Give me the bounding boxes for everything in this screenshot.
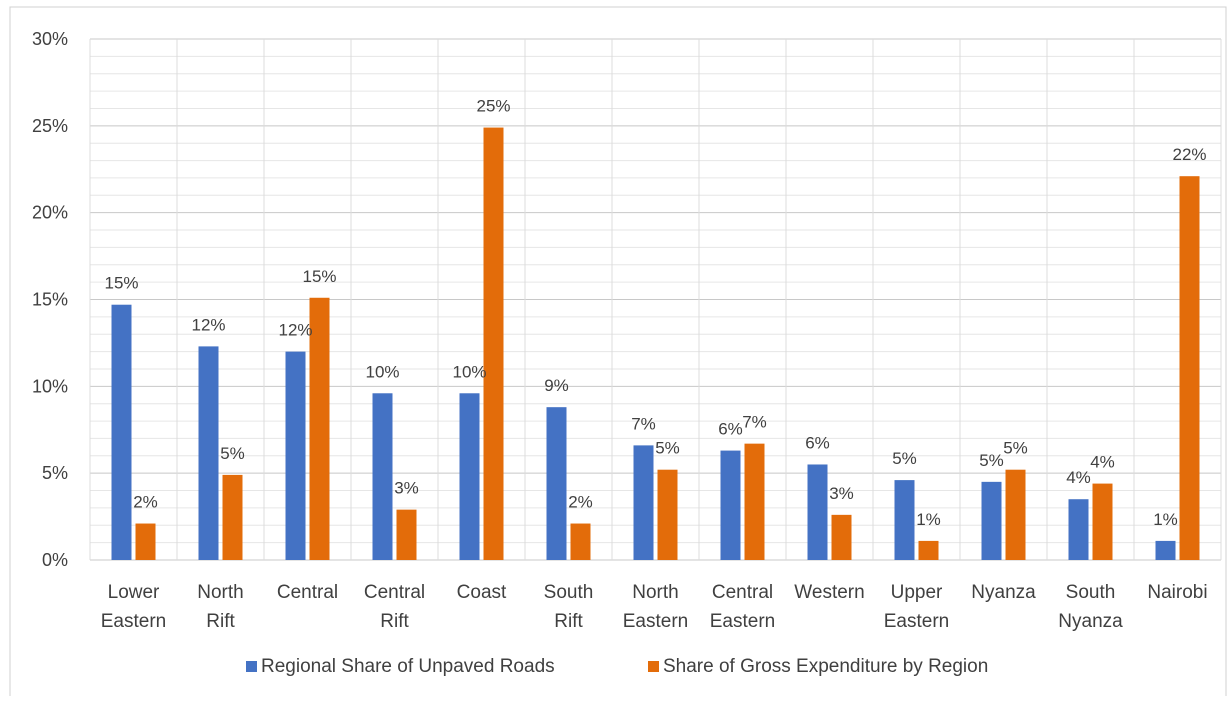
x-category-label: Coast	[457, 582, 507, 603]
bar-gross-expenditure	[918, 540, 939, 560]
bar-unpaved-roads	[720, 450, 741, 560]
bar-gross-expenditure	[831, 514, 852, 560]
x-category-label: North Rift	[197, 582, 243, 632]
x-category-label: Upper Eastern	[884, 582, 949, 632]
x-category-label: Lower Eastern	[101, 582, 166, 632]
bar-gross-expenditure	[1005, 469, 1026, 560]
x-category-label: South Rift	[544, 582, 594, 632]
data-label: 5%	[220, 444, 245, 463]
y-tick-label: 25%	[32, 116, 68, 136]
bar-unpaved-roads	[633, 445, 654, 560]
bar-unpaved-roads	[1155, 540, 1176, 560]
x-category-label: Central Rift	[364, 582, 425, 632]
data-label: 12%	[191, 315, 225, 334]
bar-unpaved-roads	[198, 346, 219, 560]
y-tick-label: 20%	[32, 203, 68, 223]
data-label: 15%	[104, 274, 138, 293]
data-label: 1%	[916, 510, 941, 529]
data-label: 3%	[394, 479, 419, 498]
legend-swatch	[648, 661, 659, 672]
x-axis: Lower Eastern North Rift Central Central Rift C…	[101, 582, 1208, 632]
bar-gross-expenditure	[483, 127, 504, 560]
bars	[111, 127, 1200, 561]
x-category-label: Nairobi	[1147, 582, 1207, 603]
legend-swatch	[246, 661, 257, 672]
bar-gross-expenditure	[309, 297, 330, 560]
bar-unpaved-roads	[894, 480, 915, 560]
bar-unpaved-roads	[1068, 499, 1089, 560]
data-label: 22%	[1172, 145, 1206, 164]
legend-entry: Share of Gross Expenditure by Region	[663, 656, 988, 677]
data-label: 4%	[1066, 468, 1091, 487]
y-axis: 0% 5% 10% 15% 20% 25% 30%	[32, 29, 68, 570]
data-label: 7%	[631, 414, 656, 433]
x-category-label: Central	[277, 582, 338, 603]
data-label: 10%	[452, 362, 486, 381]
y-tick-label: 30%	[32, 29, 68, 49]
data-label: 5%	[655, 439, 680, 458]
data-label: 5%	[1003, 439, 1028, 458]
data-label: 15%	[302, 267, 336, 286]
bar-unpaved-roads	[372, 393, 393, 560]
legend: Regional Share of Unpaved Roads Share of …	[246, 656, 988, 677]
data-label: 5%	[892, 449, 917, 468]
y-tick-label: 5%	[42, 463, 68, 483]
data-label: 25%	[476, 97, 510, 116]
bar-gross-expenditure	[744, 443, 765, 560]
data-label: 6%	[718, 420, 743, 439]
y-tick-label: 0%	[42, 550, 68, 570]
data-label: 3%	[829, 484, 854, 503]
x-category-label: South Nyanza	[1058, 582, 1123, 632]
bar-unpaved-roads	[285, 351, 306, 560]
data-label: 5%	[979, 451, 1004, 470]
bar-unpaved-roads	[459, 393, 480, 560]
data-label: 7%	[742, 413, 767, 432]
bar-unpaved-roads	[546, 407, 567, 560]
bar-gross-expenditure	[1179, 176, 1200, 561]
gridlines	[89, 38, 1222, 561]
data-label: 10%	[365, 362, 399, 381]
x-category-label: Nyanza	[971, 582, 1036, 603]
data-label: 2%	[133, 493, 158, 512]
legend-entry: Regional Share of Unpaved Roads	[261, 656, 555, 677]
bar-gross-expenditure	[135, 523, 156, 560]
data-label: 6%	[805, 433, 830, 452]
data-label: 12%	[278, 321, 312, 340]
bar-unpaved-roads	[807, 464, 828, 560]
bar-gross-expenditure	[222, 474, 243, 560]
x-category-label: Western	[794, 582, 864, 603]
bar-gross-expenditure	[1092, 483, 1113, 560]
x-category-label: Central Eastern	[710, 582, 775, 632]
data-label: 2%	[568, 493, 593, 512]
y-tick-label: 15%	[32, 290, 68, 310]
bar-unpaved-roads	[111, 304, 132, 560]
x-category-label: North Eastern	[623, 582, 688, 632]
bar-gross-expenditure	[570, 523, 591, 560]
bar-unpaved-roads	[981, 481, 1002, 560]
data-label: 4%	[1090, 453, 1115, 472]
data-label: 9%	[544, 376, 569, 395]
bar-gross-expenditure	[396, 509, 417, 560]
bar-gross-expenditure	[657, 469, 678, 560]
data-label: 1%	[1153, 510, 1178, 529]
data-labels: 15%2%12%5%12%15%10%3%10%25%9%2%7%5%6% 7%6…	[104, 97, 1206, 529]
y-tick-label: 10%	[32, 376, 68, 396]
